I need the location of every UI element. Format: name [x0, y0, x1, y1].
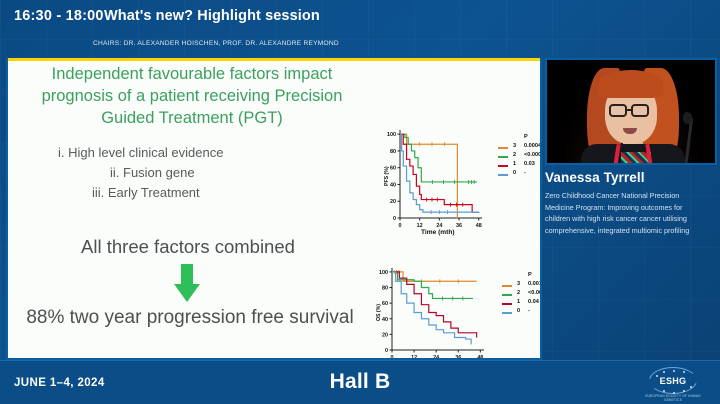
star-icon	[690, 386, 693, 388]
presentation-slide[interactable]: Independent favourable factors impact pr…	[6, 58, 542, 360]
footer-bar: JUNE 1–4, 2024 Hall B ESHG EUROPEAN SOCI…	[0, 360, 720, 404]
star-icon	[663, 370, 665, 373]
svg-text:48: 48	[477, 355, 483, 360]
legend-swatch	[502, 311, 512, 314]
svg-text:0: 0	[399, 223, 402, 229]
chart-plot-area: 0 20 40 60 80 100 0 12 24 36 48	[387, 130, 482, 229]
star-icon	[683, 390, 685, 393]
eshg-subtitle: EUROPEAN SOCIETY OF HUMAN GENETICS	[645, 394, 701, 402]
legend-swatch	[502, 293, 512, 296]
legend-swatch	[498, 164, 508, 167]
svg-text:80: 80	[390, 149, 396, 155]
svg-text:12: 12	[417, 223, 423, 229]
chart-series-line	[392, 271, 472, 345]
chart-series-line	[392, 271, 473, 300]
svg-text:20: 20	[382, 332, 388, 338]
chart-series-line	[400, 133, 458, 218]
svg-text:12: 12	[411, 355, 417, 360]
svg-text:40: 40	[390, 182, 396, 188]
legend-swatch	[502, 302, 512, 305]
legend-label: 2	[517, 290, 521, 296]
event-date: JUNE 1–4, 2024	[14, 377, 105, 389]
speaker-bio: Zero Childhood Cancer National Precision…	[545, 191, 690, 235]
slide-bullet-list: i. High level clinical evidence ii. Fusi…	[22, 143, 368, 203]
svg-text:48: 48	[476, 223, 482, 229]
legend-label: 2	[513, 152, 517, 158]
y-axis-label: OS (%)	[376, 303, 382, 321]
svg-text:24: 24	[433, 355, 439, 360]
chart-series-line	[400, 133, 480, 213]
speaker-name: Vanessa Tyrrell	[545, 170, 645, 185]
legend-swatch	[498, 146, 508, 149]
legend-label: 1	[513, 161, 517, 167]
y-axis-label: PFS (%)	[384, 166, 390, 186]
chart-plot-area: 0 20 40 60 80 100 0 12 24 36 48	[379, 268, 484, 360]
down-arrow-icon	[174, 264, 200, 302]
svg-text:60: 60	[390, 166, 396, 172]
svg-text:0: 0	[385, 348, 388, 354]
eshg-logo: ESHG EUROPEAN SOCIETY OF HUMAN GENETICS	[636, 366, 710, 402]
chart-pfs-kaplan-meier: 0 20 40 60 80 100 0 12 24 36 48 Time (mth) PFS (%) P 3…	[380, 124, 542, 252]
list-item: i. High level clinical evidence	[58, 145, 224, 160]
svg-text:36: 36	[455, 355, 461, 360]
svg-text:80: 80	[382, 286, 388, 292]
svg-text:20: 20	[390, 199, 396, 205]
svg-text:0: 0	[391, 355, 394, 360]
x-axis-label: Time (mth)	[421, 229, 455, 236]
slide-combined-statement: All three factors combined	[81, 236, 295, 257]
legend-pvalue: -	[524, 170, 526, 176]
legend-label: 3	[513, 143, 517, 149]
legend-swatch	[498, 155, 508, 158]
legend-label: 1	[517, 299, 521, 305]
list-item: ii. Fusion gene	[110, 165, 195, 181]
list-item: iii. Early Treatment	[92, 185, 200, 201]
svg-text:0: 0	[393, 216, 396, 222]
legend-pvalue: 0.001	[528, 281, 542, 287]
legend-swatch	[502, 284, 512, 287]
session-time: 16:30 - 18:00	[14, 8, 104, 24]
session-chairs: CHAIRS: DR. ALEXANDER HOISCHEN, PROF. DR…	[93, 40, 339, 47]
slide-accent-rule	[8, 58, 540, 61]
svg-text:40: 40	[382, 317, 388, 323]
legend-swatch	[498, 173, 508, 176]
star-icon	[683, 370, 685, 373]
eshg-wordmark: ESHG	[659, 376, 687, 386]
star-icon	[655, 375, 658, 377]
chart-series-line	[392, 271, 478, 338]
session-title: What's new? Highlight session	[104, 8, 320, 24]
legend-label: 0	[513, 170, 517, 176]
star-icon	[673, 369, 675, 372]
star-icon	[663, 390, 665, 393]
svg-text:36: 36	[456, 223, 462, 229]
speaker-video-thumbnail[interactable]	[545, 58, 717, 165]
speaker-info: Vanessa Tyrrell Zero Childhood Cancer Na…	[545, 170, 720, 237]
slide-key-result: 88% two year progression free survival	[26, 307, 354, 328]
legend-pvalue: -	[528, 308, 530, 314]
legend-header: P	[524, 134, 528, 140]
session-header: 16:30 - 18:00 What's new? Highlight sess…	[0, 0, 720, 56]
hall-label: Hall B	[329, 370, 391, 393]
legend-header: P	[528, 272, 532, 278]
chart-series-line	[400, 133, 478, 183]
legend-pvalue: 0.0004	[524, 143, 542, 149]
legend-pvalue: 0.04	[528, 299, 539, 305]
star-icon	[673, 391, 675, 394]
legend-pvalue: 0.03	[524, 161, 535, 167]
svg-text:100: 100	[387, 132, 396, 138]
legend-label: 0	[517, 308, 521, 314]
slide-title: Independent favourable factors impact pr…	[41, 65, 343, 127]
legend-label: 3	[517, 281, 521, 287]
svg-text:60: 60	[382, 301, 388, 307]
svg-text:24: 24	[436, 223, 442, 229]
svg-text:100: 100	[379, 270, 388, 276]
